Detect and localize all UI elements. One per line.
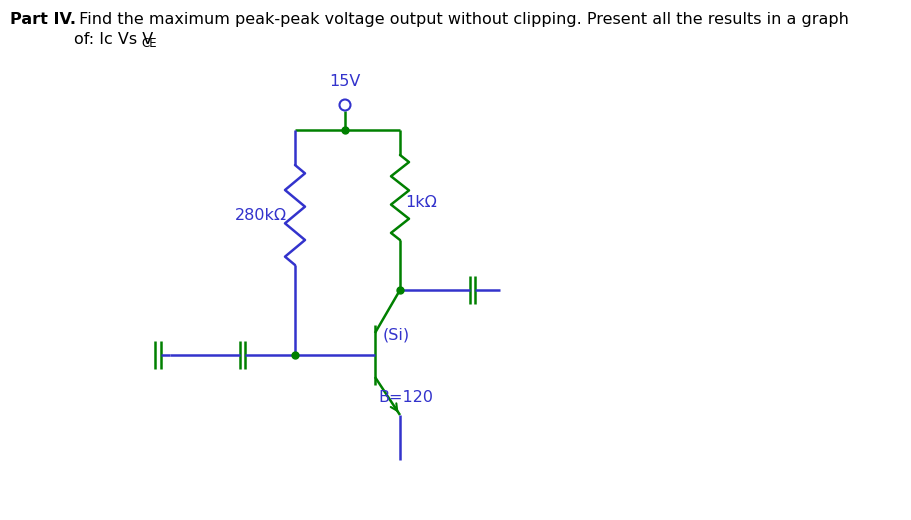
- Text: Part IV.: Part IV.: [10, 12, 76, 27]
- Text: 15V: 15V: [329, 74, 361, 89]
- Text: B=120: B=120: [378, 389, 433, 405]
- Text: 1kΩ: 1kΩ: [405, 195, 437, 210]
- Text: CE: CE: [141, 37, 157, 50]
- Text: (Si): (Si): [383, 328, 410, 343]
- Text: Find the maximum peak-peak voltage output without clipping. Present all the resu: Find the maximum peak-peak voltage outpu…: [74, 12, 849, 27]
- Text: of: Ic Vs V: of: Ic Vs V: [74, 32, 153, 47]
- Text: 280kΩ: 280kΩ: [235, 207, 287, 223]
